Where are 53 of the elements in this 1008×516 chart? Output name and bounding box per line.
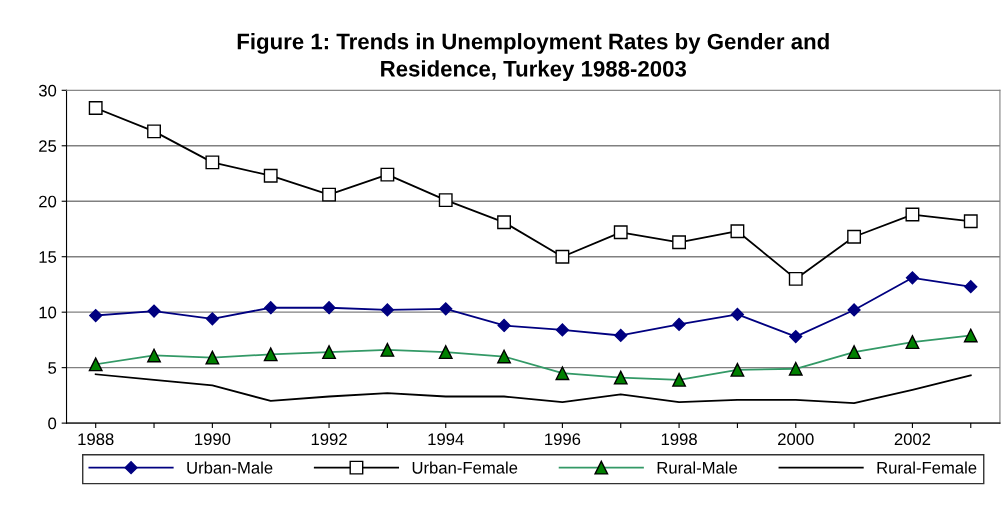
x-tick-label: 1994 xyxy=(428,433,464,446)
legend-label: Urban-Female xyxy=(412,461,518,474)
point xyxy=(555,249,570,264)
y-tick-label: 5 xyxy=(48,362,57,374)
x-tick-label: 1992 xyxy=(311,433,347,446)
point xyxy=(847,229,862,244)
point xyxy=(789,329,803,344)
point xyxy=(555,323,569,337)
point xyxy=(205,312,219,326)
x-tick-label: 1996 xyxy=(545,433,581,446)
point xyxy=(497,318,511,333)
point xyxy=(147,304,161,318)
point xyxy=(439,302,453,316)
point xyxy=(497,215,512,230)
point xyxy=(730,307,745,321)
y-tick-label: 20 xyxy=(39,195,57,208)
point xyxy=(322,301,336,315)
point xyxy=(380,303,394,317)
point xyxy=(438,193,453,208)
y-tick-label: 0 xyxy=(48,417,57,430)
legend-label: Rural-Female xyxy=(877,461,977,474)
point xyxy=(614,328,628,343)
line-series xyxy=(94,373,972,405)
y-tick-label: 30 xyxy=(38,84,57,97)
legend-label: Urban-Male xyxy=(187,461,273,474)
point xyxy=(205,155,220,170)
point xyxy=(964,280,978,294)
point xyxy=(613,225,628,240)
point xyxy=(264,301,278,315)
y-tick-label: 15 xyxy=(39,251,57,263)
point xyxy=(847,303,861,317)
x-tick-label: 1998 xyxy=(661,433,697,446)
x-tick-label: 1988 xyxy=(78,433,114,446)
point xyxy=(672,317,686,331)
x-tick-label: 2000 xyxy=(778,433,814,446)
point xyxy=(88,101,103,115)
point xyxy=(788,271,803,286)
y-tick-label: 25 xyxy=(39,140,57,152)
point xyxy=(89,308,103,323)
point xyxy=(263,168,278,183)
point xyxy=(730,224,745,239)
point xyxy=(963,214,978,229)
point xyxy=(147,124,161,139)
legend-label: Rural-Male xyxy=(657,461,738,474)
point xyxy=(322,187,336,202)
point xyxy=(905,271,920,285)
point xyxy=(380,167,395,182)
y-tick-label: 10 xyxy=(39,306,57,319)
point xyxy=(672,235,687,250)
point xyxy=(905,207,920,222)
chart-title: Figure 1: Trends in Unemployment Rates by Gender and Residence, Turkey 1988-2003 xyxy=(237,33,829,82)
x-tick-label: 1990 xyxy=(195,433,231,446)
x-tick-label: 2002 xyxy=(894,433,931,446)
